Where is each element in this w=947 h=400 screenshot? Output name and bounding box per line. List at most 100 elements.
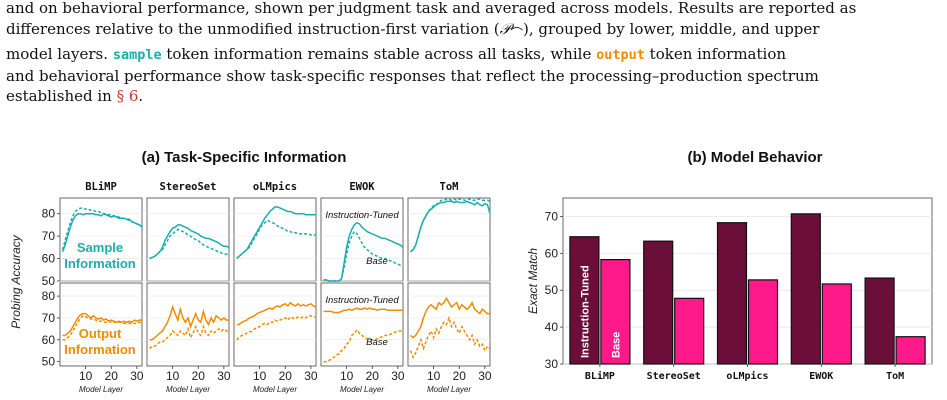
caption-line-4: and behavioral performance show task-spe… — [6, 66, 819, 85]
panel-frame — [146, 197, 230, 282]
bar-base-olmpics — [747, 279, 779, 365]
model-behavior-chart: (b) Model Behavior Exact Match 30 40 50 60 70 I… — [526, 149, 933, 382]
x-tick-label: 10 — [340, 369, 354, 383]
series-instruction-tuned-olmpics — [236, 206, 316, 260]
annotation-base-0: Base — [366, 256, 388, 267]
bar-instruction-tuned-olmpics — [716, 222, 748, 365]
y-tick-label: 60 — [42, 252, 56, 266]
row-label-0-1: Information — [64, 256, 136, 271]
caption-line-3-pre: model layers. — [6, 45, 109, 63]
series-base-olmpics — [236, 219, 316, 260]
left-chart-title: (a) Task-Specific Information — [142, 149, 347, 166]
y-tick-label: 70 — [42, 311, 56, 325]
caption-math-symbol: 𝒫 — [499, 19, 511, 38]
caption-section-link[interactable]: § 6 — [116, 87, 139, 105]
series-base-stereoset — [149, 324, 229, 350]
figure-caption: and on behavioral performance, shown per… — [6, 0, 941, 107]
bar-base-ewok — [821, 283, 852, 365]
row-label-1-0: Output — [79, 326, 122, 341]
bar-category-label-tom: ToM — [886, 371, 904, 382]
series-instruction-tuned-blimp — [62, 312, 142, 337]
bar-instruction-tuned-tom — [864, 277, 895, 365]
y-tick-label: 70 — [42, 229, 56, 243]
bar-base-tom — [895, 336, 926, 365]
left-y-axis-label: Probing Accuracy — [9, 234, 23, 329]
bar-base-stereoset — [674, 297, 705, 365]
panel-frame — [146, 282, 230, 367]
x-tick-label: 30 — [130, 369, 144, 383]
x-axis-label: Model Layer — [166, 385, 210, 394]
x-axis-label: Model Layer — [79, 385, 123, 394]
caption-sample-token: sample — [112, 47, 162, 63]
series-base-stereoset — [149, 228, 230, 260]
x-tick-label: 10 — [166, 369, 180, 383]
row-label-1-1: Information — [64, 342, 136, 357]
caption-line-2-post: ), grouped by lower, middle, and upper — [522, 19, 820, 38]
y-tick-label: 50 — [42, 274, 56, 288]
x-tick-label: 30 — [304, 369, 318, 383]
x-tick-label: 30 — [478, 369, 492, 383]
series-instruction-tuned-ewok — [323, 221, 404, 282]
series-instruction-tuned-olmpics — [236, 301, 317, 326]
bar-instruction-tuned-ewok — [790, 213, 821, 365]
x-axis-label: Model Layer — [253, 385, 297, 394]
panel-title-tom: ToM — [440, 181, 459, 193]
series-base-blimp — [62, 314, 142, 341]
x-tick-label: 10 — [427, 369, 441, 383]
bar-base-blimp — [600, 259, 631, 365]
bar-series-label-0: Instruction-Tuned — [579, 265, 591, 358]
x-tick-label: 20 — [366, 369, 380, 383]
series-instruction-tuned-ewok — [323, 307, 403, 314]
series-base-olmpics — [236, 315, 316, 341]
series-base-ewok — [323, 230, 403, 282]
series-instruction-tuned-stereoset — [149, 224, 230, 260]
annotation-base-1: Base — [366, 337, 388, 348]
x-tick-label: 20 — [279, 369, 293, 383]
bar-category-label-ewok: EWOK — [809, 371, 833, 382]
caption-line-2-pre: differences relative to the unmodified i… — [6, 19, 500, 38]
caption-output-token: output — [596, 47, 645, 63]
panel-title-blimp: BLiMP — [85, 181, 117, 193]
caption-line-3-post: token information — [649, 45, 787, 63]
series-instruction-tuned-stereoset — [149, 304, 229, 341]
x-tick-label: 30 — [391, 369, 405, 383]
row-label-0-0: Sample — [77, 240, 123, 255]
y-tick-label: 80 — [42, 207, 56, 221]
bar-y-tick-label: 30 — [545, 357, 559, 371]
caption-math-subscript: ⌒ — [510, 25, 523, 41]
series-instruction-tuned-tom — [410, 296, 490, 339]
bar-y-tick-label: 60 — [545, 246, 559, 260]
panel-frame — [407, 197, 491, 282]
caption-line-5-post: . — [138, 87, 144, 105]
series-base-blimp — [61, 207, 143, 250]
bar-category-label-stereoset: StereoSet — [647, 371, 701, 382]
x-tick-label: 20 — [105, 369, 119, 383]
caption-line-3-mid: token information remains stable across … — [166, 45, 592, 63]
bar-instruction-tuned-stereoset — [643, 240, 674, 365]
panel-title-stereoset: StereoSet — [160, 181, 217, 193]
caption-line-2: differences relative to the unmodified i… — [6, 19, 941, 45]
caption-line-1: and on behavioral performance, shown per… — [6, 0, 857, 17]
x-axis-label: Model Layer — [427, 385, 471, 394]
series-instruction-tuned-tom — [410, 200, 491, 253]
annotation-instruction-tuned-1: Instruction-Tuned — [325, 295, 399, 306]
caption-line-5-pre: established in — [6, 87, 112, 105]
bar-category-label-blimp: BLiMP — [585, 370, 615, 382]
panel-frame — [233, 282, 317, 367]
caption-line-3: model layers. sample token information r… — [6, 44, 941, 66]
x-tick-label: 30 — [217, 369, 231, 383]
bar-y-tick-label: 70 — [545, 209, 559, 223]
series-instruction-tuned-blimp — [61, 212, 143, 253]
x-tick-label: 10 — [253, 369, 267, 383]
bar-instruction-tuned-blimp — [569, 236, 600, 365]
caption-line-5: established in § 6. — [6, 86, 941, 107]
panel-frame — [407, 282, 491, 367]
right-y-axis-label: Exact Match — [526, 248, 540, 314]
x-tick-label: 20 — [192, 369, 206, 383]
x-tick-label: 10 — [79, 369, 93, 383]
annotation-instruction-tuned-0: Instruction-Tuned — [325, 210, 399, 221]
series-base-ewok — [323, 328, 404, 363]
bar-y-tick-label: 50 — [545, 283, 559, 297]
right-chart-title: (b) Model Behavior — [687, 149, 822, 166]
